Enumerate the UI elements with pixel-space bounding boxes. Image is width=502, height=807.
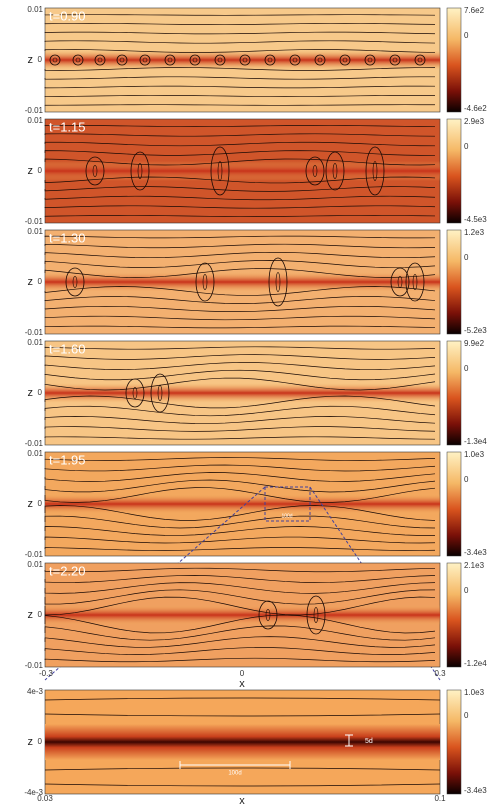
y-tick-label: 0 [38, 277, 43, 286]
colorbar-label: 0 [464, 711, 469, 720]
colorbar-label: -1.2e4 [464, 659, 487, 668]
current-sheet [45, 272, 440, 292]
colorbar-label: -1.3e4 [464, 437, 487, 446]
x-tick-label: 0 [240, 669, 245, 678]
y-axis-label: z [28, 387, 34, 399]
colorbar-label: 0 [464, 475, 469, 484]
y-tick-label: 0 [38, 166, 43, 175]
x-tick-label: 0.03 [37, 794, 53, 803]
y-tick-label: -0.01 [25, 328, 44, 337]
y-tick-label: 0.01 [27, 227, 43, 236]
y-tick-label: -0.01 [25, 217, 44, 226]
x-axis-label: x [239, 795, 245, 807]
y-tick-label: 0.01 [27, 116, 43, 125]
x-tick-label: 0.1 [434, 794, 446, 803]
y-axis-label: z [28, 609, 34, 621]
colorbar-label: -3.4e3 [464, 786, 487, 795]
colorbar-label: 2.9e3 [464, 117, 485, 126]
colorbar-label: 1.0e3 [464, 450, 485, 459]
y-tick-label: 0 [38, 737, 43, 746]
y-axis-label: z [28, 736, 34, 748]
y-tick-label: 4e-3 [27, 687, 44, 696]
colorbar [447, 8, 461, 112]
y-tick-label: 0.01 [27, 449, 43, 458]
colorbar-label: 1.0e3 [464, 688, 485, 697]
colorbar [447, 563, 461, 667]
x-tick-label: 0.3 [434, 669, 446, 678]
colorbar [447, 341, 461, 445]
current-sheet [45, 383, 440, 403]
y-axis-label: z [28, 276, 34, 288]
y-tick-label: -0.01 [25, 439, 44, 448]
colorbar-label: 0 [464, 142, 469, 151]
y-tick-label: 0 [38, 55, 43, 64]
time-label: t=1.95 [49, 452, 86, 467]
current-sheet [45, 50, 440, 70]
y-tick-label: 0.01 [27, 5, 43, 14]
colorbar [447, 119, 461, 223]
colorbar [447, 452, 461, 556]
colorbar-label: 0 [464, 364, 469, 373]
y-axis-label: z [28, 165, 34, 177]
colorbar-label: -4.6e2 [464, 104, 487, 113]
y-tick-label: 0 [38, 388, 43, 397]
time-label: t=1.15 [49, 119, 86, 134]
scale-label: 100d [228, 771, 241, 777]
colorbar-label: 0 [464, 31, 469, 40]
box-label: 100d [281, 513, 292, 519]
figure: t=0.90 0.01 0 -0.01 z 7.6e2 0 -4.6e2 t=1.15 0.01 0… [0, 0, 502, 807]
x-axis-label: x [239, 678, 245, 690]
y-tick-label: -0.01 [25, 550, 44, 559]
colorbar-label: -3.4e3 [464, 548, 487, 557]
time-label: t=1.30 [49, 230, 86, 245]
x-tick-label: -0.3 [39, 669, 53, 678]
time-label: t=0.90 [49, 8, 86, 23]
y-tick-label: 0 [38, 499, 43, 508]
colorbar-label: 9.9e2 [464, 339, 485, 348]
colorbar [447, 690, 461, 794]
y-tick-label: -0.01 [25, 106, 44, 115]
colorbar-label: 2.1e3 [464, 561, 485, 570]
zoom-sheet [45, 724, 440, 760]
y-tick-label: 0.01 [27, 338, 43, 347]
scale-label: 5d [365, 738, 373, 745]
y-axis-label: z [28, 54, 34, 66]
current-sheet [45, 494, 440, 514]
time-label: t=2.20 [49, 563, 86, 578]
colorbar-label: 0 [464, 253, 469, 262]
colorbar-label: 7.6e2 [464, 6, 485, 15]
colorbar-label: 1.2e3 [464, 228, 485, 237]
y-tick-label: 0 [38, 610, 43, 619]
colorbar-label: -5.2e3 [464, 326, 487, 335]
y-axis-label: z [28, 498, 34, 510]
colorbar [447, 230, 461, 334]
colorbar-label: 0 [464, 586, 469, 595]
colorbar-label: -4.5e3 [464, 215, 487, 224]
y-tick-label: 0.01 [27, 560, 43, 569]
time-label: t=1.60 [49, 341, 86, 356]
